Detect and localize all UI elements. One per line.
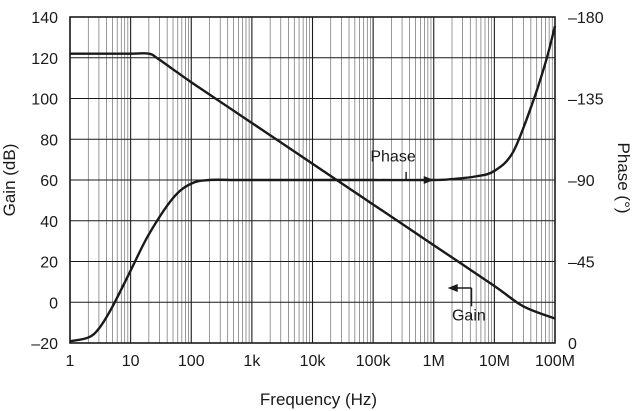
x-tick-label: 100k [356,353,392,370]
x-tick-label: 10M [479,353,510,370]
x-tick-label: 10k [300,353,327,370]
phase-line [69,25,557,343]
y2-tick-label: –135 [568,92,604,109]
x-tick-label: 1 [66,353,75,370]
y-tick-label: 20 [40,255,58,272]
phase-annotation-arrow [405,171,430,181]
x-tick-label: 10 [122,353,140,370]
phase-arrowhead [423,176,434,184]
y-tick-label: 80 [40,132,58,149]
y-tick-label: 60 [40,173,58,190]
x-tick-label: 100 [178,353,205,370]
y-tick-label: 0 [49,295,58,312]
y2-axis-label: Phase (°) [614,142,633,213]
tick-labels: 1 10 100 1k 10k 100k 1M 10M 100M –20 0 20 40 60 80 100 1… [31,10,603,370]
y-tick-label: 40 [40,214,58,231]
plot-frame [69,16,556,344]
y-tick-label: 140 [31,10,58,27]
grid [69,16,555,344]
x-axis-label: Frequency (Hz) [260,390,377,409]
y-tick-label: 100 [31,92,58,109]
y2-tick-label: 0 [568,336,577,353]
y2-tick-label: –45 [568,255,595,272]
y-tick-label: –20 [31,336,58,353]
gain-line [70,52,556,320]
gain-annotation-label: Gain [452,308,486,325]
x-tick-label: 1k [243,353,261,370]
y2-tick-label: –180 [568,10,604,27]
y-axis-label: Gain (dB) [0,144,19,217]
x-tick-label: 1M [423,353,445,370]
gain-arrowhead [447,283,458,292]
y2-tick-label: –90 [568,173,595,190]
x-tick-label: 100M [535,353,575,370]
annotations: Phase Gain [370,149,485,325]
y-tick-label: 120 [31,51,58,68]
series-layer [69,25,557,343]
phase-annotation-label: Phase [370,149,415,166]
